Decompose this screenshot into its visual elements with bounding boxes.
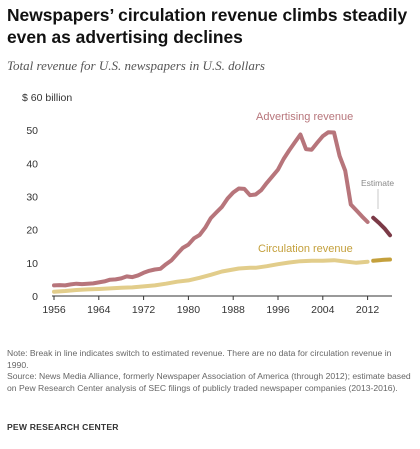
chart-subtitle: Total revenue for U.S. newspapers in U.S… [7, 58, 265, 73]
x-tick-label: 1980 [177, 304, 201, 315]
series-lines [52, 130, 392, 294]
advertising-estimate-line [371, 215, 392, 238]
circulation-label: Circulation revenue [258, 243, 353, 255]
y-tick-label: $ 60 billion [22, 92, 72, 104]
circulation-estimate-line [371, 257, 392, 263]
y-tick-label: 40 [26, 158, 38, 170]
y-tick-label: 0 [32, 291, 38, 303]
x-tick-label: 1964 [87, 304, 111, 315]
circulation-revenue-line [52, 258, 370, 294]
x-tick-label: 1956 [42, 304, 66, 315]
y-axis-ticks: 0 10 20 30 40 50 $ 60 billion [22, 92, 72, 303]
chart-notes: Note: Break in line indicates switch to … [7, 348, 415, 394]
advertising-label: Advertising revenue [256, 111, 353, 123]
estimate-label: Estimate [361, 178, 394, 188]
source-text: Source: News Media Alliance, formerly Ne… [7, 371, 411, 393]
x-tick-label: 2004 [311, 304, 335, 315]
note-text: Note: Break in line indicates switch to … [7, 348, 392, 370]
line-chart: 0 10 20 30 40 50 $ 60 billion 1956 1964 1972 1980… [22, 92, 394, 315]
organization-name: PEW RESEARCH CENTER [7, 422, 119, 432]
chart-title: Newspapers’ circulation revenue climbs s… [7, 5, 408, 47]
x-tick-label: 1996 [266, 304, 290, 315]
y-tick-label: 20 [26, 225, 38, 237]
x-axis: 1956 1964 1972 1980 1988 1996 2004 2012 [42, 295, 392, 315]
y-tick-label: 30 [26, 192, 38, 204]
y-tick-label: 10 [26, 258, 38, 270]
x-tick-label: 1972 [132, 304, 156, 315]
x-tick-label: 1988 [222, 304, 246, 315]
y-tick-label: 50 [26, 125, 38, 137]
advertising-revenue-line [52, 130, 370, 288]
x-tick-label: 2012 [356, 304, 380, 315]
